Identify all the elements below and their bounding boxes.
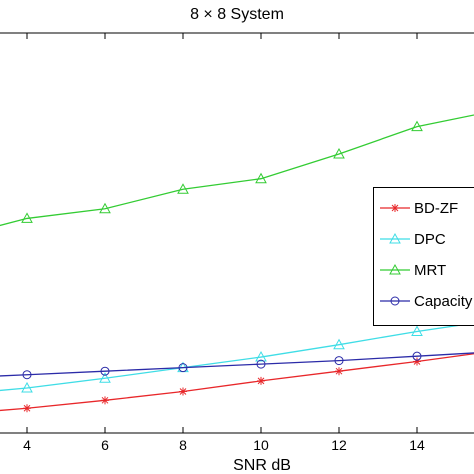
series-bd-zf (0, 353, 474, 413)
data-point (100, 366, 110, 376)
data-point (178, 363, 188, 373)
data-point (21, 381, 33, 393)
data-point (101, 396, 109, 405)
x-tick-label: 12 (331, 437, 347, 453)
series-dpc (0, 322, 474, 393)
data-point (255, 351, 267, 362)
series-mrt (0, 114, 474, 227)
legend-label: MRT (414, 262, 447, 279)
data-point (333, 338, 345, 350)
series-line (0, 352, 474, 377)
x-tick-label: 14 (409, 437, 425, 453)
data-point (333, 147, 345, 159)
data-point (255, 172, 267, 184)
data-point (22, 370, 32, 380)
plot-frame (0, 32, 474, 434)
series-line (0, 322, 474, 392)
legend-label: Capacity w (414, 293, 474, 310)
legend-swatch (380, 296, 410, 306)
x-tick-label: 4 (23, 437, 31, 453)
series-capacity-w (0, 351, 474, 380)
legend-item: Capacity w (374, 289, 474, 313)
legend-item: BD-ZF (374, 196, 474, 220)
data-point (390, 296, 400, 306)
data-point (411, 120, 423, 132)
data-point (389, 263, 401, 275)
x-tick-label: 8 (179, 437, 187, 453)
chart-title: 8 × 8 System (190, 6, 284, 23)
data-point (412, 351, 422, 361)
data-point (21, 212, 33, 223)
legend-swatch (380, 263, 410, 275)
x-axis-label: SNR dB (233, 457, 291, 474)
data-point (335, 367, 343, 376)
legend: BD-ZF DPC MRT Capacity w (373, 187, 474, 326)
data-point (411, 325, 423, 336)
legend-label: DPC (414, 231, 446, 248)
data-point (257, 376, 265, 385)
data-point (23, 404, 31, 413)
data-point (391, 204, 399, 212)
x-tick-label: 6 (101, 437, 109, 453)
data-point (179, 387, 187, 396)
legend-item: MRT (374, 258, 474, 282)
legend-swatch (380, 204, 410, 212)
series-line (0, 353, 474, 412)
data-point (256, 359, 266, 369)
data-point (99, 202, 111, 214)
legend-label: BD-ZF (414, 200, 459, 217)
data-point (99, 372, 111, 383)
series-line (0, 114, 474, 227)
data-point (177, 183, 189, 194)
data-point (389, 232, 401, 244)
legend-item: DPC (374, 227, 474, 251)
legend-swatch (380, 232, 410, 244)
x-tick-label: 10 (253, 437, 269, 453)
data-point (334, 356, 344, 366)
